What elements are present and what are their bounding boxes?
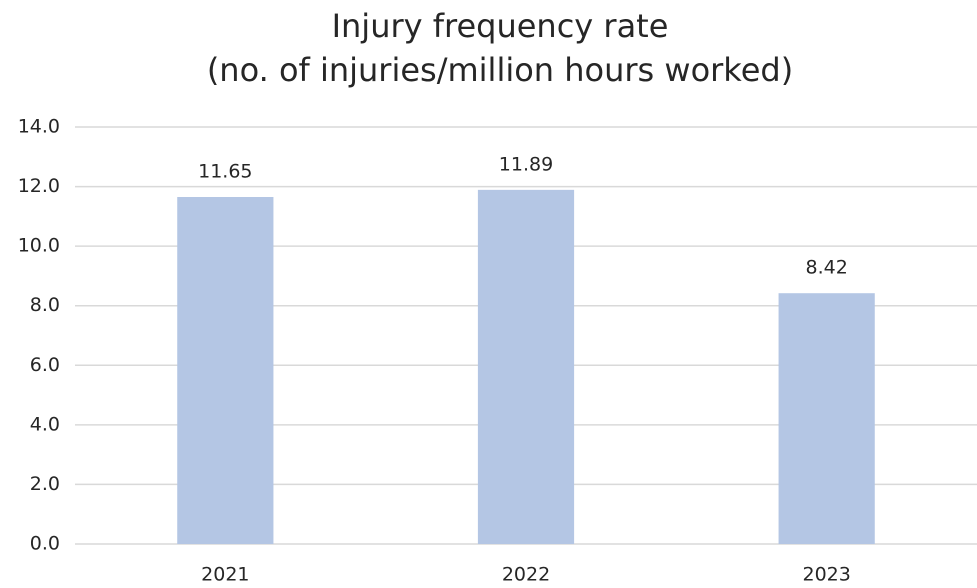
bar [477, 189, 575, 545]
y-tick-label: 0.0 [30, 533, 60, 555]
y-tick-label: 10.0 [18, 235, 60, 257]
x-tick-label: 2021 [201, 564, 249, 586]
y-tick-label: 8.0 [30, 294, 60, 316]
value-label: 11.65 [198, 160, 252, 182]
bar [177, 196, 274, 544]
value-label: 8.42 [806, 257, 848, 279]
x-tick-label: 2023 [802, 564, 850, 586]
x-tick-label: 2022 [502, 564, 550, 586]
chart-subtitle: (no. of injuries/million hours worked) [207, 51, 793, 89]
value-label: 11.89 [499, 153, 553, 175]
y-tick-label: 6.0 [30, 354, 60, 376]
y-tick-label: 12.0 [18, 175, 60, 197]
bar [778, 293, 875, 544]
y-tick-label: 14.0 [18, 116, 60, 138]
y-tick-label: 2.0 [30, 473, 60, 495]
chart-title: Injury frequency rate [332, 7, 669, 45]
y-tick-label: 4.0 [30, 413, 60, 435]
